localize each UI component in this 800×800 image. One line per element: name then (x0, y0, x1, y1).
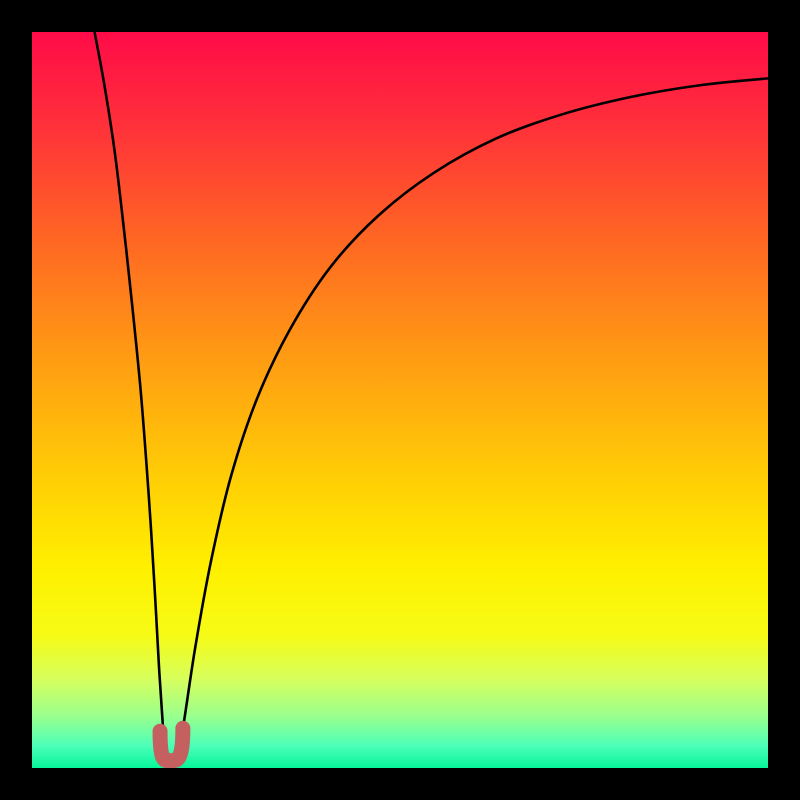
bottleneck-chart (0, 0, 800, 800)
chart-container: TheBottleneck.com (0, 0, 800, 800)
